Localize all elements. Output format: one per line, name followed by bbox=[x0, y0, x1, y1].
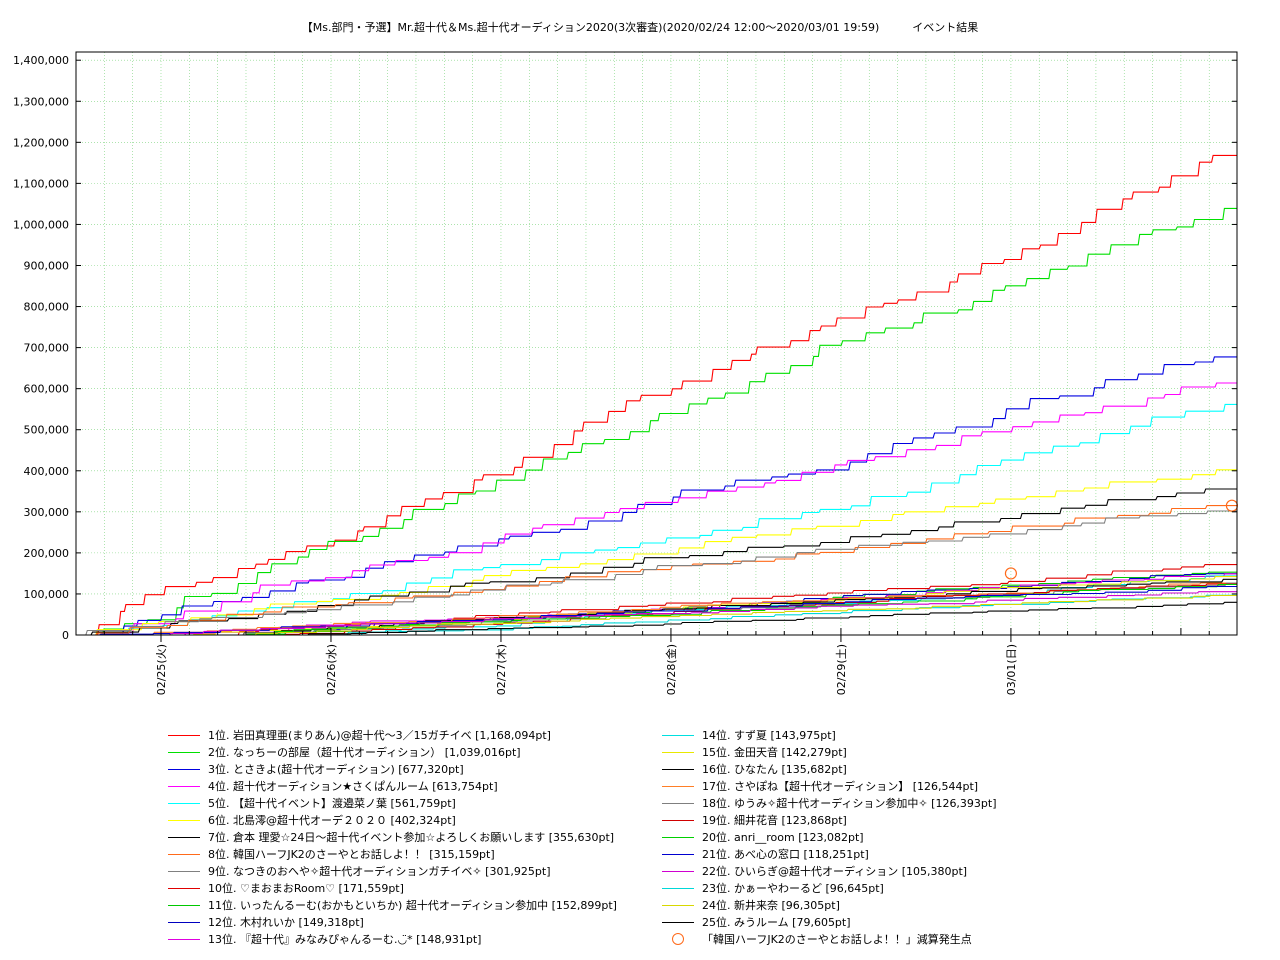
y-tick-label: 1,200,000 bbox=[13, 136, 69, 149]
x-tick-label: 02/28(金) bbox=[664, 644, 678, 695]
legend-swatch bbox=[168, 786, 200, 787]
series-line bbox=[76, 583, 1237, 636]
legend-swatch bbox=[168, 803, 200, 804]
legend-swatch bbox=[168, 888, 200, 889]
annotation-marker bbox=[1004, 567, 1018, 580]
y-tick-label: 900,000 bbox=[24, 259, 70, 272]
y-tick-label: 200,000 bbox=[24, 547, 70, 560]
legend-label: 24位. 新井来奈 [96,305pt] bbox=[702, 899, 840, 912]
legend-swatch bbox=[662, 803, 694, 804]
legend-label: 「韓国ハーフJK2のさーやとお話しよ！！」減算発生点 bbox=[702, 933, 972, 946]
legend-label: 12位. 木村れいか [149,318pt] bbox=[208, 916, 364, 929]
legend-swatch bbox=[168, 820, 200, 821]
series-line bbox=[76, 578, 1237, 636]
legend-swatch bbox=[168, 922, 200, 923]
legend-swatch bbox=[168, 871, 200, 872]
x-tick-label: 02/26(水) bbox=[325, 644, 338, 695]
chart-title: 【Ms.部門・予選】Mr.超十代＆Ms.超十代オーディション2020(3次審査)… bbox=[301, 21, 979, 34]
legend-swatch bbox=[168, 939, 200, 940]
legend-label: 23位. かぁーやわーるど [96,645pt] bbox=[702, 882, 884, 895]
grid-lines bbox=[76, 52, 1237, 635]
x-tick-label: 03/01(日) bbox=[1005, 644, 1018, 695]
legend-label: 17位. さやぽね【超十代オーディション】 [126,544pt] bbox=[702, 780, 979, 793]
legend-swatch bbox=[662, 888, 694, 889]
x-tick-label: 02/27(木) bbox=[495, 644, 508, 695]
legend-label: 1位. 岩田真理亜(まりあん)@超十代〜3／15ガチイベ [1,168,094p… bbox=[208, 729, 551, 742]
y-tick-label: 1,400,000 bbox=[13, 54, 69, 67]
series-line bbox=[76, 403, 1237, 636]
legend-swatch bbox=[168, 735, 200, 736]
x-tick-label: 02/29(土) bbox=[835, 644, 848, 695]
legend-label: 25位. みうルーム [79,605pt] bbox=[702, 916, 851, 929]
series-line bbox=[76, 207, 1237, 636]
series-line bbox=[76, 356, 1237, 636]
legend-label: 6位. 北島澪@超十代オーデ２０２０ [402,324pt] bbox=[208, 814, 456, 827]
y-tick-label: 600,000 bbox=[24, 383, 70, 396]
legend-label: 21位. あべ心の窓口 [118,251pt] bbox=[702, 848, 869, 861]
legend-label: 20位. anri__room [123,082pt] bbox=[702, 831, 864, 844]
legend-label: 2位. なっちーの部屋（超十代オーディション） [1,039,016pt] bbox=[208, 746, 521, 759]
legend-label: 8位. 韓国ハーフJK2のさーやとお話しよ！！ [315,159pt] bbox=[208, 848, 495, 861]
legend-label: 3位. とさきよ(超十代オーディション) [677,320pt] bbox=[208, 763, 464, 776]
legend-swatch bbox=[662, 854, 694, 855]
legend-swatch bbox=[662, 820, 694, 821]
y-tick-label: 0 bbox=[62, 629, 69, 642]
legend-swatch bbox=[168, 769, 200, 770]
series-line bbox=[76, 510, 1237, 636]
legend-swatch bbox=[662, 922, 694, 923]
series-lines bbox=[76, 154, 1237, 636]
legend-marker bbox=[672, 933, 684, 945]
legend-swatch bbox=[662, 786, 694, 787]
y-tick-label: 400,000 bbox=[24, 465, 70, 478]
legend-label: 22位. ひいらぎ@超十代オーディション [105,380pt] bbox=[702, 865, 968, 878]
series-line bbox=[76, 594, 1237, 636]
y-tick-label: 800,000 bbox=[24, 301, 70, 314]
y-tick-label: 1,300,000 bbox=[13, 95, 69, 108]
series-line bbox=[76, 154, 1237, 636]
legend-label: 10位. ♡まおまおRoom♡ [171,559pt] bbox=[208, 882, 404, 895]
legend-swatch bbox=[662, 735, 694, 736]
y-tick-label: 700,000 bbox=[24, 342, 70, 355]
y-tick-label: 300,000 bbox=[24, 506, 70, 519]
y-tick-label: 1,100,000 bbox=[13, 177, 69, 190]
legend-swatch bbox=[662, 752, 694, 753]
y-tick-label: 500,000 bbox=[24, 424, 70, 437]
plot-frame bbox=[75, 51, 1238, 636]
legend-swatch bbox=[168, 854, 200, 855]
legend-label: 5位. 【超十代イベント】渡邉菜ノ葉 [561,759pt] bbox=[208, 797, 456, 810]
legend-label: 11位. いったんるーむ(おかもといちか) 超十代オーディション参加中 [152… bbox=[208, 899, 617, 912]
legend-label: 16位. ひなたん [135,682pt] bbox=[702, 763, 847, 776]
legend-label: 19位. 細井花音 [123,868pt] bbox=[702, 814, 847, 827]
legend-label: 15位. 金田天音 [142,279pt] bbox=[702, 746, 847, 759]
legend-label: 14位. すず夏 [143,975pt] bbox=[702, 729, 836, 742]
series-line bbox=[76, 469, 1237, 636]
series-line bbox=[76, 601, 1237, 636]
series-line bbox=[76, 573, 1237, 636]
legend-label: 9位. なつきのおへや✧超十代オーディションガチイベ✧ [301,925pt] bbox=[208, 865, 551, 878]
legend-swatch bbox=[662, 769, 694, 770]
legend-swatch bbox=[168, 752, 200, 753]
series-line bbox=[76, 382, 1237, 636]
legend-label: 4位. 超十代オーディション★さくぱんルーム [613,754pt] bbox=[208, 780, 498, 793]
legend-swatch bbox=[168, 837, 200, 838]
series-line bbox=[76, 564, 1237, 636]
x-tick-label: 02/25(火) bbox=[155, 644, 168, 695]
legend-swatch bbox=[168, 905, 200, 906]
y-tick-label: 1,000,000 bbox=[13, 218, 69, 231]
legend-label: 13位. 『超十代』みなみぴゃんるーむ.◡̈* [148,931pt] bbox=[208, 933, 482, 946]
legend-label: 7位. 倉本 理愛☆24日〜超十代イベント参加☆よろしくお願いします [355,… bbox=[208, 831, 615, 844]
axis-ticks: 0 100,000 200,000 300,000 400,000 500,000 600,… bbox=[13, 54, 1237, 695]
y-tick-label: 100,000 bbox=[24, 588, 70, 601]
legend-swatch bbox=[662, 837, 694, 838]
series-line bbox=[76, 591, 1237, 636]
legend-swatch bbox=[662, 871, 694, 872]
legend-swatch bbox=[662, 905, 694, 906]
legend-label: 18位. ゆうみ✧超十代オーディション参加中✧ [126,393pt] bbox=[702, 797, 997, 810]
